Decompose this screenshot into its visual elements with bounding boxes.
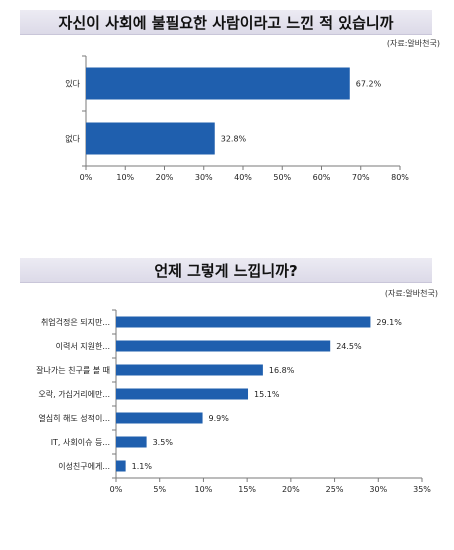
chart-1-source: (자료:알바천국) [386, 39, 440, 48]
chart-1-bar [86, 122, 215, 155]
chart-2-category-label: 열심히 해도 성적이... [38, 413, 110, 423]
chart-1-x-tick-label: 60% [313, 173, 331, 182]
chart-2-category-label: IT, 사회이슈 등... [51, 437, 110, 447]
chart-1-value-label: 67.2% [356, 80, 382, 89]
chart-2-category-label: 잘나가는 친구를 볼 때 [36, 365, 110, 375]
chart-2-title: 언제 그렇게 느낍니까? [20, 258, 432, 283]
chart-2-value-label: 15.1% [254, 390, 280, 399]
chart-2-bar [116, 460, 126, 472]
chart-2-category-label: 오락, 가십거리에만... [38, 389, 110, 399]
chart-2-bar [116, 364, 263, 376]
chart-2-x-tick-label: 0% [110, 485, 123, 494]
chart-2-x-tick-label: 35% [413, 485, 431, 494]
chart-2-x-tick-label: 10% [195, 485, 213, 494]
chart-2-bar [116, 388, 249, 400]
chart-2-value-label: 16.8% [269, 366, 295, 375]
chart-1-title: 자신이 사회에 불필요한 사람이라고 느낀 적 있습니까 [20, 10, 432, 35]
chart-1-category-label: 있다 [65, 79, 80, 89]
chart-2-x-tick-label: 25% [326, 485, 344, 494]
chart-2-bar [116, 436, 147, 448]
chart-1-x-tick-label: 0% [80, 173, 93, 182]
chart-2-x-tick-label: 30% [369, 485, 387, 494]
chart-1-category-label: 없다 [65, 135, 80, 144]
chart-panel-1: 자신이 사회에 불필요한 사람이라고 느낀 적 있습니까 (자료:알바천국) 0… [0, 0, 454, 250]
chart-2-bar [116, 340, 331, 352]
chart-2-category-label: 취업걱정은 되지만... [41, 317, 110, 327]
chart-1-bar [86, 67, 350, 100]
chart-2-x-tick-label: 5% [153, 485, 166, 494]
chart-2-x-tick-label: 15% [238, 485, 256, 494]
chart-2-source: (자료:알바천국) [384, 289, 438, 298]
chart-panel-2: 언제 그렇게 느낍니까? (자료:알바천국) 0% 5% 10% 15% 20% 25% 3… [0, 250, 454, 550]
chart-2-plot: 0% 5% 10% 15% 20% 25% 30% 35% 취업걱정은 되지만... 29.1% 이… [36, 309, 431, 494]
chart-2-category-label: 이성친구에게... [58, 461, 110, 471]
chart-1-x-tick-label: 80% [391, 173, 409, 182]
chart-1-x-tick-label: 20% [156, 173, 174, 182]
chart-2-value-label: 24.5% [336, 342, 362, 351]
chart-2-x-tick-label: 20% [282, 485, 300, 494]
chart-2-bar [116, 316, 371, 328]
chart-1-x-tick-label: 50% [273, 173, 291, 182]
chart-1-x-tick-label: 10% [116, 173, 134, 182]
chart-2-bar [116, 412, 203, 424]
chart-2-value-label: 3.5% [153, 438, 174, 447]
chart-1-value-label: 32.8% [221, 135, 247, 144]
chart-2-category-label: 이력서 지원한... [56, 341, 110, 351]
chart-1-x-tick-label: 40% [234, 173, 252, 182]
chart-1-x-tick-label: 30% [195, 173, 213, 182]
chart-2-value-label: 1.1% [132, 462, 153, 471]
chart-2-value-label: 9.9% [209, 414, 230, 423]
chart-1-x-tick-label: 70% [352, 173, 370, 182]
chart-1-plot: 0% 10% 20% 30% 40% 50% 60% 70% 80% 있다 67.2% 없다 32.8% [65, 55, 409, 182]
chart-2-value-label: 29.1% [376, 318, 402, 327]
